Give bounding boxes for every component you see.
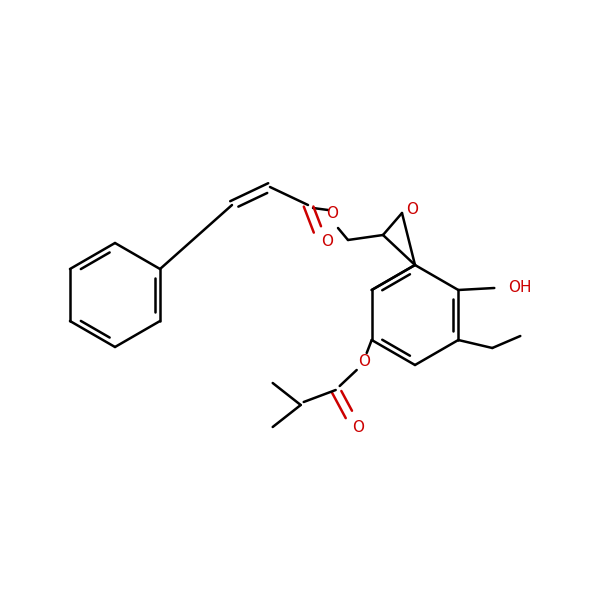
Text: O: O [326, 206, 338, 221]
Text: O: O [352, 421, 364, 436]
Text: O: O [406, 202, 418, 217]
Text: O: O [358, 355, 370, 370]
Text: OH: OH [508, 280, 532, 295]
Text: O: O [321, 233, 333, 248]
